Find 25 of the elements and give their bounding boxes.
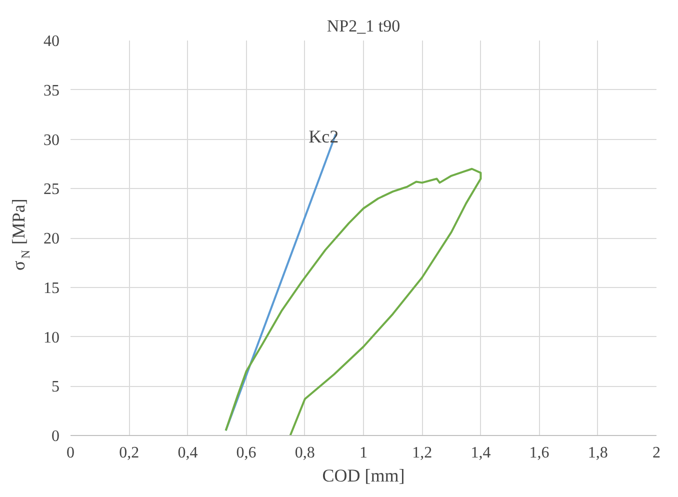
line-series (224, 168, 482, 436)
y-tick-label: 5 (52, 378, 60, 396)
y-axis-title: σN [MPa] (8, 198, 32, 270)
y-tick-label: 10 (44, 329, 60, 346)
y-tick-label: 15 (44, 280, 60, 297)
x-tick-label: 0,6 (236, 444, 256, 462)
x-tick-label: 1 (360, 444, 368, 462)
chart-title: NP2_1 t90 (326, 16, 400, 36)
x-tick-label: 0 (66, 444, 74, 462)
x-tick-label: 0,2 (119, 444, 140, 462)
x-axis-title: COD [mm] (322, 466, 405, 486)
y-tick-label: 20 (44, 230, 60, 248)
y-tick-label: 0 (52, 428, 60, 445)
x-tick-label: 0,4 (178, 444, 198, 462)
annotation: Kc2 (308, 126, 339, 146)
x-tick-label: 1,8 (588, 444, 608, 462)
y-tick-label: 30 (44, 132, 60, 149)
x-tick-label: 1,2 (412, 444, 432, 462)
x-tick-label: 2 (652, 444, 660, 462)
y-tick-label: 35 (44, 82, 60, 100)
x-tick-label: 1,4 (470, 444, 491, 462)
x-tick-label: 0,8 (294, 444, 315, 462)
y-tick-label: 25 (44, 181, 60, 198)
x-tick-label: 1,6 (529, 444, 550, 462)
y-tick-label: 40 (44, 33, 60, 50)
